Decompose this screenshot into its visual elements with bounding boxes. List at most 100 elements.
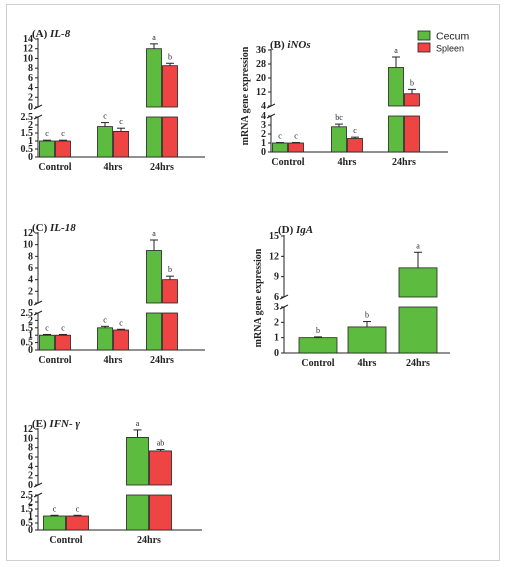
bar-cecum [398,306,438,354]
y-tick-label: 4 [28,461,33,472]
x-tick-label: 24hrs [137,535,161,546]
y-tick-label: 3 [274,302,279,313]
significance-letter: c [119,117,123,126]
bar-spleen [404,115,420,153]
bar-cecum [39,334,55,351]
significance-letter: a [136,419,140,428]
x-tick-label: 24hrs [150,162,174,173]
bar-cecum [272,142,288,153]
significance-letter: c [119,318,123,327]
y-tick-label: 12 [23,228,33,239]
y-tick-label: 0 [28,345,33,356]
y-tick-label: 6 [28,452,33,463]
y-tick-label: 2 [28,120,33,131]
x-tick-label: 4hrs [358,358,377,369]
y-tick-label: 1 [274,333,279,344]
y-tick-label: 2 [274,317,279,328]
panel-title-text: IFN- γ [48,418,80,430]
y-tick-label: 2 [28,286,33,297]
y-tick-label: 12 [256,87,266,98]
y-tick-label: 0.5 [21,144,34,155]
bar-spleen [288,142,304,153]
bar-spleen [347,138,363,153]
x-tick-label: Control [49,535,82,546]
y-tick-label: 12 [23,424,33,435]
figure-frame [6,4,500,561]
y-tick-label: 2 [28,497,33,508]
panel-title-text: IgA [295,224,313,236]
legend-swatch-cecum [417,30,431,41]
legend-label-cecum: Cecum [436,31,470,43]
bar-cecum [298,337,338,354]
y-tick-label: 1 [28,511,33,522]
significance-letter: c [103,112,107,121]
panel-title: (A) IL-8 [32,28,71,40]
y-tick-label: 0.5 [21,338,34,349]
significance-letter: a [152,229,156,238]
significance-letter: b [410,78,414,87]
panel-label: (C) [32,222,50,234]
significance-letter: c [61,323,65,332]
y-tick-label: 2 [261,129,266,140]
bar-cecum [97,327,113,351]
significance-letter: c [53,504,57,513]
bar-cecum-upper [398,267,438,298]
y-tick-label: 6 [274,292,279,303]
y-tick-label: 10 [23,53,33,64]
bar-spleen-upper [162,65,178,108]
bar-cecum [146,116,162,158]
x-tick-label: Control [271,157,304,168]
significance-letter: c [353,126,357,135]
x-tick-label: 24hrs [150,355,174,366]
bar-spleen [55,334,71,351]
significance-letter: c [294,132,298,141]
panel-label: (B) [270,39,287,51]
bar-cecum [331,126,347,153]
significance-letter: bc [335,113,343,122]
bar-spleen [113,130,129,158]
bar-spleen-upper [404,93,420,107]
panel-label: (D) [278,224,296,236]
significance-letter: c [76,504,80,513]
bar-spleen-upper [162,279,178,304]
significance-letter: b [365,311,369,320]
y-tick-label: 2.5 [21,112,34,123]
panel-title: (C) IL-18 [32,222,76,234]
bar-cecum-upper [146,48,162,108]
y-tick-label: 28 [256,59,266,70]
y-tick-label: 10 [23,433,33,444]
y-tick-label: 12 [23,44,33,55]
y-tick-label: 8 [28,251,33,262]
panel-title-text: iNOs [287,39,310,51]
significance-letter: a [152,33,156,42]
panel-title-text: IL-18 [49,222,76,234]
y-tick-label: 15 [269,231,279,242]
significance-letter: c [278,132,282,141]
y-tick-label: 0 [28,480,33,491]
bar-spleen [149,494,172,531]
y-tick-label: 20 [256,73,266,84]
x-tick-label: 4hrs [338,157,357,168]
x-tick-label: Control [38,355,71,366]
y-tick-label: 0 [28,525,33,536]
bar-cecum-upper [146,250,162,304]
significance-letter: ab [157,439,165,448]
bar-cecum-upper [126,436,149,486]
bar-spleen [66,515,89,531]
y-tick-label: 0 [274,348,279,359]
panel-label: (A) [32,28,50,40]
significance-letter: c [45,323,49,332]
x-tick-label: 24hrs [392,157,416,168]
panel-title-text: IL-8 [49,28,71,40]
y-tick-label: 4 [261,111,266,122]
y-tick-label: 1 [28,330,33,341]
legend: Cecum Spleen [417,30,470,54]
x-tick-label: 4hrs [104,355,123,366]
y-tick-label: 2 [28,315,33,326]
panel-label: (E) [32,418,49,430]
significance-letter: c [45,129,49,138]
y-tick-label: 2 [28,471,33,482]
significance-letter: a [416,241,420,250]
legend-swatch-spleen [417,42,431,53]
